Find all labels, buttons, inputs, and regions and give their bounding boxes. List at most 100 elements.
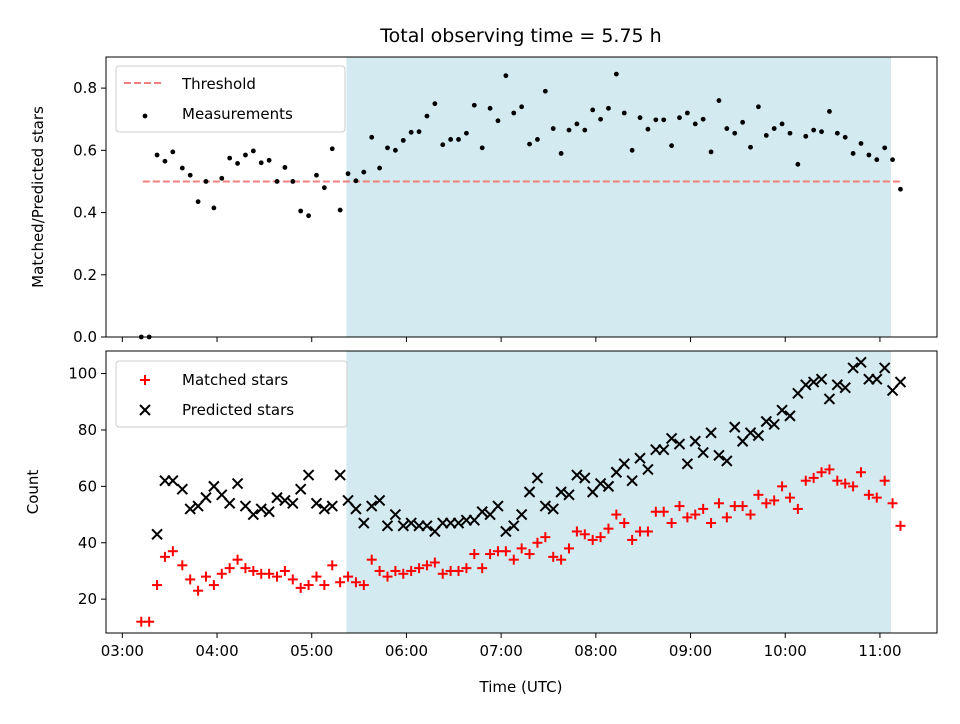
measurement-point — [811, 127, 817, 133]
matched-star-point — [461, 563, 472, 574]
measurement-point — [203, 179, 209, 184]
matched-star-point — [587, 534, 598, 545]
matched-star-point — [690, 509, 701, 520]
matched-star-point — [414, 563, 425, 574]
legend-matched-swatch — [140, 375, 150, 385]
top-y-tick-label: 0.4 — [73, 204, 97, 222]
measurement-point — [266, 157, 272, 163]
measurement-point — [771, 126, 777, 131]
measurement-point — [898, 186, 903, 192]
bottom-y-tick-label: 40 — [78, 534, 97, 552]
matched-star-point — [595, 532, 606, 543]
measurement-point — [170, 149, 176, 155]
measurement-point — [471, 102, 477, 108]
measurement-point — [574, 121, 580, 127]
matched-star-point — [159, 551, 170, 562]
measurement-point — [882, 145, 888, 151]
bottom-axes-frame — [105, 350, 938, 634]
measurement-point — [827, 109, 832, 114]
predicted-star-point — [547, 503, 559, 515]
bottom-y-ticks: 20 40 60 80 100 — [68, 365, 106, 608]
matched-star-point — [167, 546, 178, 557]
legend-threshold-label: Threshold — [181, 75, 256, 93]
matched-star-point — [808, 472, 819, 483]
measurement-point — [321, 185, 327, 191]
matched-star-point — [642, 526, 653, 537]
matched-star-point — [769, 495, 780, 506]
predicted-star-point — [492, 500, 504, 512]
measurement-point — [511, 110, 517, 116]
predicted-star-point — [697, 446, 709, 459]
matched-star-point — [879, 475, 890, 486]
matched-star-point — [856, 467, 867, 478]
measurement-point — [424, 113, 430, 119]
predicted-star-point — [713, 449, 725, 462]
matched-star-point — [706, 518, 717, 529]
matched-star-point — [421, 560, 432, 571]
predicted-star-point — [878, 362, 891, 374]
top-x-ticks — [121, 337, 881, 342]
measurement-point — [353, 178, 359, 184]
predicted-star-point — [247, 508, 260, 521]
x-tick-label: 06:00 — [385, 642, 428, 660]
measurement-point — [542, 88, 548, 94]
chart-title: Total observing time = 5.75 h — [379, 25, 661, 47]
matched-star-point — [777, 481, 788, 492]
predicted-star-point — [744, 427, 757, 439]
predicted-star-point — [760, 415, 773, 428]
predicted-star-point — [658, 443, 670, 456]
predicted-star-point — [642, 463, 654, 476]
predicted-star-point — [200, 491, 212, 504]
matched-star-point — [406, 565, 417, 576]
measurement-point — [629, 147, 635, 153]
measurement-point — [645, 126, 651, 132]
matched-star-point — [374, 565, 385, 576]
matched-star-point — [666, 518, 677, 529]
measurement-point — [692, 121, 698, 127]
measurement-point — [392, 147, 398, 153]
predicted-star-point — [366, 500, 378, 512]
measurement-point — [527, 141, 532, 147]
matched-star-point — [682, 512, 693, 523]
top-y-tick-label: 0.8 — [73, 79, 97, 97]
matched-star-point — [619, 518, 630, 529]
matched-star-point — [524, 549, 535, 560]
measurement-point — [154, 152, 160, 158]
predicted-star-point — [594, 477, 607, 490]
measurement-point — [779, 121, 785, 127]
measurement-point — [290, 179, 296, 184]
matched-star-point — [319, 580, 330, 591]
matched-star-point — [208, 580, 219, 591]
measurement-point — [479, 145, 485, 151]
measurement-point — [298, 208, 304, 214]
measurement-point — [890, 157, 895, 163]
predicted-star-point — [515, 508, 528, 521]
matched-star-point — [485, 549, 496, 560]
measurement-point — [369, 134, 375, 140]
x-tick-label: 08:00 — [574, 642, 617, 660]
predicted-star-point — [729, 421, 741, 433]
measurement-point — [787, 130, 793, 136]
matched-star-point — [508, 554, 519, 565]
measurement-point — [243, 152, 248, 158]
top-y-tick-label: 0.0 — [73, 328, 97, 346]
predicted-star-point — [500, 525, 512, 538]
measurement-point — [763, 133, 769, 138]
matched-star-point — [224, 563, 235, 574]
matched-star-point — [571, 526, 582, 537]
measurement-point — [740, 119, 746, 125]
matched-star-point — [144, 616, 155, 627]
x-axis-label: Time (UTC) — [479, 678, 563, 696]
predicted-star-point — [847, 362, 859, 374]
top-panel: 0.00.20.40.60.8 Matched/Predicted stars … — [29, 56, 938, 346]
measurement-point — [314, 172, 319, 178]
measurement-point — [582, 127, 588, 133]
legend-predicted-swatch — [139, 404, 151, 416]
bottom-x-ticks: 03:00 04:00 05:00 06:00 07:00 08:00 09:00 10:00… — [101, 633, 902, 660]
measurement-point — [227, 155, 233, 161]
measurement-point — [195, 199, 201, 205]
matched-star-point — [398, 568, 409, 579]
predicted-star-point — [807, 376, 820, 388]
matched-star-point — [366, 554, 377, 565]
